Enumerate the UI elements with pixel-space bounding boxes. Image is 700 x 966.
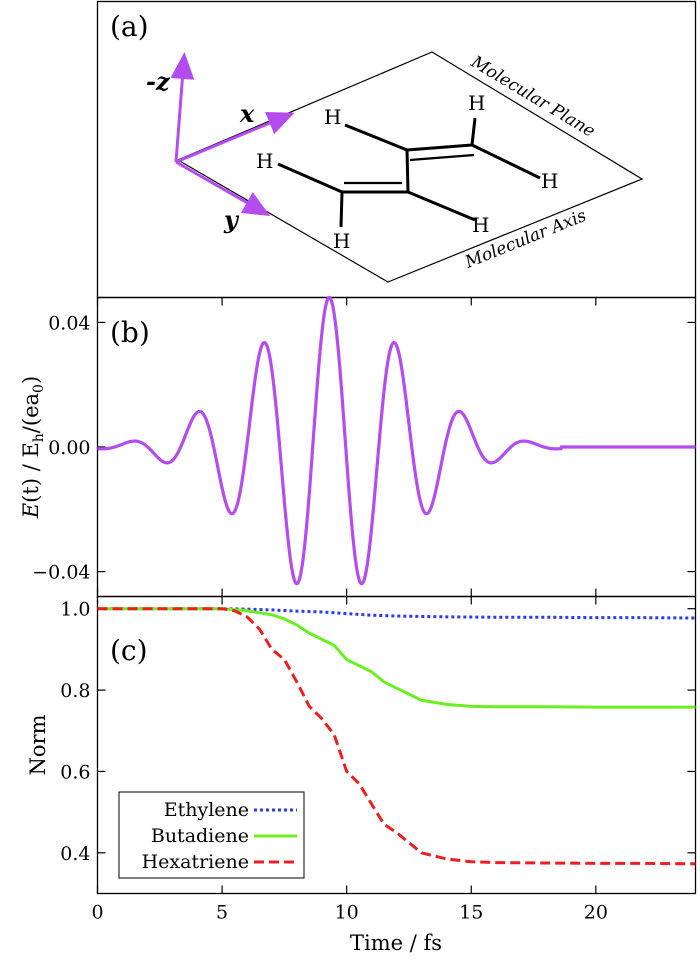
panel-c-xtick-label: 10 [335,902,359,924]
panel-b-ytick-label: 0.04 [48,312,90,334]
panel-c-frame [96,595,697,895]
panel-c-xtick-label: 0 [91,902,103,924]
ylabel-arg: (t) [19,478,43,503]
molecular-plane [176,51,644,283]
z-axis-arrow [170,52,195,163]
electric-field-chart: (b) −0.040.000.04 E(t) / Eh/(ea0) [19,295,696,597]
panel-c-ylabel: Norm [26,714,50,775]
atom-h6: H [333,229,350,253]
neg-z-axis-label: -z [146,67,171,96]
panel-c-series [97,607,696,866]
series-butadiene-line [97,607,696,709]
legend-butadiene-label: Butadiene [151,825,249,847]
panel-c-ytick-label: 0.8 [60,680,90,702]
legend: Ethylene Butadiene Hexatriene [118,791,305,879]
atom-h4: H [541,169,558,193]
ylabel-unit-sub: h [31,433,47,442]
panel-c-xtick-label: 5 [216,902,228,924]
panel-c-xtick-label: 15 [459,902,483,924]
panel-c-label: (c) [110,634,148,667]
ylabel-unit: E [19,442,43,457]
panel-a-label: (a) [110,10,149,43]
panel-c-xlabel: Time / fs [350,931,442,955]
field-series-line [97,295,696,586]
atom-h2: H [468,91,485,115]
panel-c-ticks: 0.4 0.6 0.8 1.0 0 5 10 15 20 [60,596,696,924]
atom-h1: H [324,105,341,129]
hydrogen-atoms: H H H H H H [256,91,558,253]
panel-c-xtick-label: 20 [584,902,608,924]
y-axis-label: y [223,205,240,234]
ylabel-func: E [19,503,43,519]
molecule-bonds [277,117,541,228]
atom-h5: H [472,213,489,237]
atom-h3: H [256,149,273,173]
molecular-plane-label: Molecular Plane [467,52,599,142]
panel-b-ytick-label: 0.00 [48,437,90,459]
molecule-diagram: (a) Molecular Plane Molecular Axis -z x … [110,10,644,283]
ylabel-close: ) [19,376,43,384]
panel-a-frame [96,0,697,299]
ylabel-unit-rest: /(ea [19,393,43,433]
panel-c-ytick-label: 0.6 [60,761,90,783]
panel-b-ytick-label: −0.04 [32,562,90,584]
panel-b-ylabel: E(t) / Eh/(ea0) [19,376,47,519]
svg-text:E(t) / Eh/(ea0): E(t) / Eh/(ea0) [19,376,47,519]
panel-b-label: (b) [110,316,150,349]
ylabel-unit-sub2: 0 [31,384,47,393]
x-axis-label: x [239,99,255,128]
panel-b-ticks: −0.04 0.00 0.04 [32,297,696,597]
series-hexatriene-line [97,607,696,866]
ylabel-sep: / [19,458,43,478]
legend-hexatriene-label: Hexatriene [142,851,249,873]
y-axis-arrow [175,160,271,216]
x-axis-arrow [175,111,295,164]
legend-ethylene-label: Ethylene [164,799,249,821]
panel-c-ytick-label: 1.0 [60,599,90,621]
norm-chart: (c) 0.40.60.81.00 5 10 15 20 Norm Time / fs … [26,596,696,955]
panel-c-ytick-label: 0.4 [60,843,90,865]
